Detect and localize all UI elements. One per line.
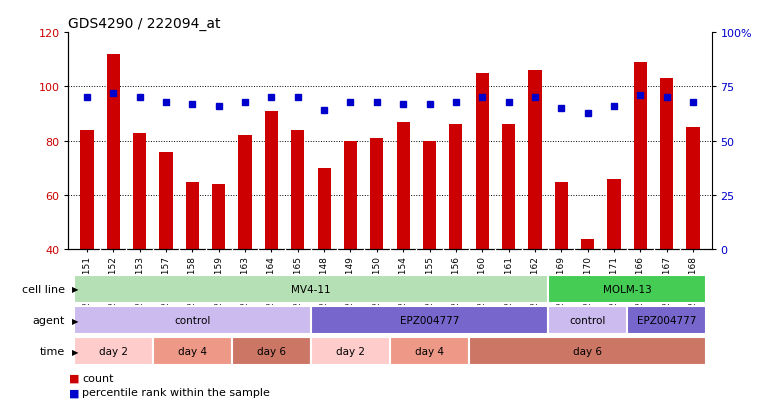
Bar — [423, 141, 436, 250]
Bar — [311, 337, 390, 366]
Text: MOLM-13: MOLM-13 — [603, 284, 651, 294]
Bar — [317, 169, 331, 250]
Text: GDS4290 / 222094_at: GDS4290 / 222094_at — [68, 17, 221, 31]
Text: count: count — [82, 373, 113, 383]
Bar — [528, 71, 542, 250]
Bar — [634, 63, 647, 250]
Bar — [232, 337, 311, 366]
Bar — [390, 337, 469, 366]
Bar — [153, 337, 232, 366]
Bar — [660, 79, 673, 250]
Bar — [133, 133, 146, 250]
Bar — [555, 182, 568, 250]
Bar — [212, 185, 225, 250]
Text: ■: ■ — [68, 387, 79, 397]
Text: day 6: day 6 — [573, 346, 602, 356]
Bar — [396, 123, 409, 250]
Text: day 6: day 6 — [257, 346, 286, 356]
Bar — [502, 125, 515, 250]
Bar — [186, 182, 199, 250]
Bar — [607, 179, 621, 250]
Bar — [311, 306, 548, 335]
Bar — [291, 131, 304, 250]
Bar — [371, 139, 384, 250]
Text: day 4: day 4 — [415, 346, 444, 356]
Bar — [449, 125, 463, 250]
Text: percentile rank within the sample: percentile rank within the sample — [82, 387, 270, 397]
Text: day 2: day 2 — [99, 346, 128, 356]
Text: MV4-11: MV4-11 — [291, 284, 331, 294]
Text: ▶: ▶ — [72, 316, 79, 325]
Text: day 2: day 2 — [336, 346, 365, 356]
Bar — [265, 112, 278, 250]
Text: cell line: cell line — [21, 284, 65, 294]
Text: agent: agent — [32, 315, 65, 325]
Text: ▶: ▶ — [72, 285, 79, 294]
Text: EPZ004777: EPZ004777 — [400, 315, 459, 325]
Bar — [159, 152, 173, 250]
Bar — [74, 337, 153, 366]
Text: ■: ■ — [68, 373, 79, 383]
Bar — [74, 275, 548, 304]
Text: ▶: ▶ — [72, 347, 79, 356]
Bar — [686, 128, 699, 250]
Bar — [476, 74, 489, 250]
Bar — [238, 136, 252, 250]
Text: time: time — [40, 346, 65, 356]
Bar — [548, 275, 706, 304]
Bar — [469, 337, 706, 366]
Bar — [74, 306, 311, 335]
Bar — [548, 306, 627, 335]
Text: control: control — [569, 315, 606, 325]
Bar — [627, 306, 706, 335]
Bar — [581, 239, 594, 250]
Bar — [344, 141, 357, 250]
Text: day 4: day 4 — [178, 346, 207, 356]
Bar — [107, 55, 120, 250]
Text: EPZ004777: EPZ004777 — [637, 315, 696, 325]
Text: control: control — [174, 315, 211, 325]
Bar — [81, 131, 94, 250]
